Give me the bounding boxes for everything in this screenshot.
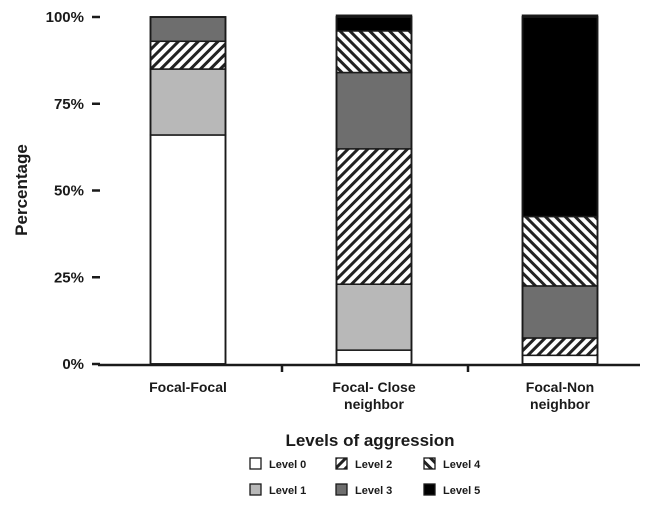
- legend-swatch: [249, 483, 262, 496]
- bar-segment-level-3: [335, 71, 413, 150]
- legend-swatch: [335, 457, 348, 470]
- legend-label: Level 2: [355, 459, 392, 471]
- legend-swatch: [423, 483, 436, 496]
- bar-segment-level-0: [335, 349, 413, 365]
- bar-segment-level-1: [335, 283, 413, 351]
- x-category-label: Focal-Non neighbor: [526, 379, 594, 412]
- bar-segment-level-1: [149, 68, 227, 136]
- bar-segment-level-2: [521, 337, 599, 357]
- y-axis: 0% 25% 50% 75% 100%: [46, 9, 100, 373]
- bar-segment-level-5: [521, 14, 599, 218]
- x-category-label: Focal-Focal: [149, 379, 227, 395]
- legend-swatch: [335, 483, 348, 496]
- legend-swatch: [249, 457, 262, 470]
- legend-label: Level 1: [269, 485, 306, 497]
- bars: [149, 14, 599, 365]
- bar-segment-level-2: [335, 148, 413, 285]
- legend: Level 0 Level 1 Level 2 Level 3 Level 4 Level…: [249, 457, 481, 497]
- bar-segment-level-4: [335, 30, 413, 74]
- legend-label: Level 4: [443, 459, 481, 471]
- bar-segment-level-3: [521, 285, 599, 339]
- legend-label: Level 0: [269, 459, 306, 471]
- bar-outline: [521, 16, 599, 365]
- x-category-label: Focal- Close neighbor: [332, 379, 415, 412]
- y-tick-label: 75%: [54, 96, 84, 113]
- bar-segment-level-0: [149, 134, 227, 365]
- legend-label: Level 5: [443, 485, 480, 497]
- bar-segment-level-2: [149, 40, 227, 70]
- y-tick-label: 25%: [54, 269, 84, 286]
- bar-segment-level-4: [521, 215, 599, 287]
- x-axis-title: Levels of aggression: [285, 431, 454, 450]
- legend-label: Level 3: [355, 485, 392, 497]
- legend-swatch: [423, 457, 436, 470]
- bar-outline: [335, 16, 413, 365]
- y-tick-label: 100%: [46, 9, 84, 26]
- bar-segment-level-3: [149, 16, 227, 43]
- bar-segment-level-0: [521, 354, 599, 365]
- bar-outline: [149, 16, 227, 365]
- x-axis: Focal-Focal Focal- Close neighbor Focal-Non…: [98, 363, 640, 412]
- y-tick-label: 0%: [62, 356, 84, 373]
- y-axis-title: Percentage: [12, 144, 31, 236]
- y-tick-label: 50%: [54, 183, 84, 200]
